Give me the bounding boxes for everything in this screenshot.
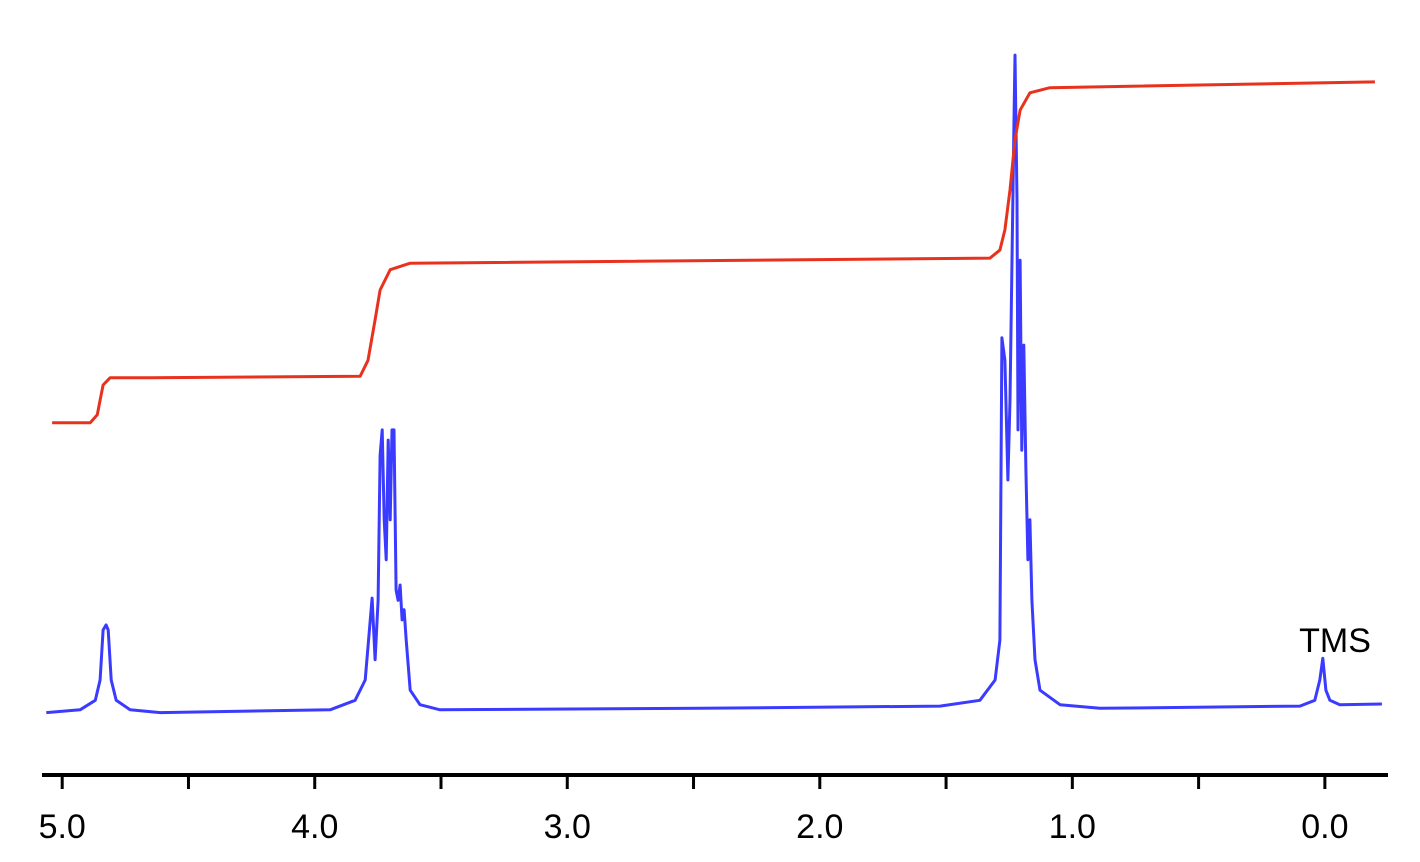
x-tick-label: 1.0 xyxy=(1049,808,1096,846)
series-line xyxy=(46,53,1382,715)
x-tick-label: 3.0 xyxy=(544,808,591,846)
x-tick-label: 0.0 xyxy=(1301,808,1348,846)
annotation: TMS xyxy=(1299,622,1371,660)
x-tick-label: 5.0 xyxy=(39,808,86,846)
x-tick-label: 4.0 xyxy=(291,808,338,846)
series-line xyxy=(52,80,1375,425)
x-tick-label: 2.0 xyxy=(796,808,843,846)
